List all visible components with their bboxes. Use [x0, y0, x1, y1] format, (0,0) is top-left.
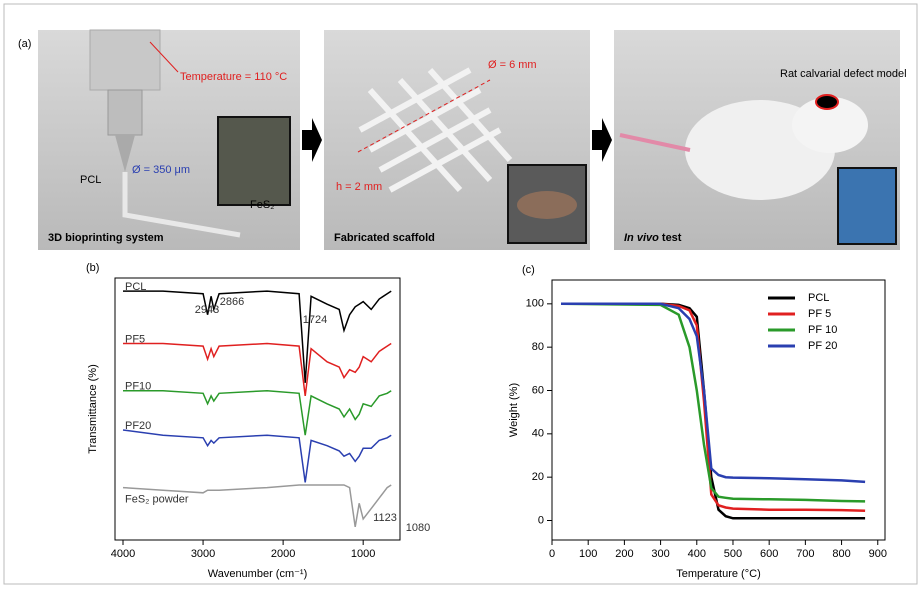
x-tick-label: 600: [760, 548, 778, 560]
plot-frame: [114, 277, 401, 541]
rat-tail: [619, 133, 691, 152]
legend-label: PCL: [808, 292, 829, 304]
x-tick-label: 500: [724, 548, 742, 560]
frame: [3, 3, 918, 585]
x-tick-label: 0: [549, 548, 555, 560]
series-label: PF10: [125, 381, 151, 393]
caption: 3D bioprinting system: [48, 232, 164, 244]
annotation: 1724: [303, 314, 327, 326]
series-line: [123, 389, 392, 436]
panel-label: (a): [18, 38, 31, 50]
defect: [815, 94, 839, 110]
y-axis-title: Weight (%): [508, 383, 520, 437]
x-tick-label: 900: [869, 548, 887, 560]
series-line: [561, 302, 866, 520]
series-label: PCL: [125, 281, 146, 293]
x-tick-label: 1000: [351, 548, 375, 560]
arrow: [302, 118, 322, 162]
x-tick-label: 800: [832, 548, 850, 560]
filament: [122, 172, 241, 238]
y-tick-label: 20: [532, 471, 544, 483]
nozzle: [107, 89, 143, 136]
legend-label: PF 10: [808, 324, 837, 336]
pointer: [149, 41, 179, 73]
diameter-label: Ø = 350 μm: [132, 164, 190, 176]
height-label: h = 2 mm: [336, 181, 382, 193]
panel-label: (c): [522, 264, 535, 276]
x-tick-label: 2000: [271, 548, 295, 560]
inset-fes2: [217, 116, 291, 206]
caption-rest: test: [662, 232, 682, 244]
panel-label: (b): [86, 262, 99, 274]
y-tick-label: 100: [526, 298, 544, 310]
model-label: Rat calvarial defect model: [780, 68, 907, 80]
x-tick-label: 3000: [191, 548, 215, 560]
series-line: [122, 484, 392, 528]
inset-rat: [837, 167, 897, 245]
annotation: 2866: [220, 296, 244, 308]
y-tick-label: 60: [532, 384, 544, 396]
fes2-label: FeS₂: [250, 199, 274, 211]
x-tick-label: 100: [579, 548, 597, 560]
plot-frame: [551, 279, 886, 541]
scaffold-grid: [358, 67, 513, 193]
series-line: [561, 302, 866, 484]
series-line: [123, 342, 392, 396]
series-label: FeS₂ powder: [125, 494, 189, 506]
x-tick-label: 700: [796, 548, 814, 560]
scaffold-photo: [517, 191, 577, 219]
series-line: [561, 302, 866, 513]
temperature-label: Temperature = 110 °C: [180, 71, 287, 83]
caption-italic: In vivo: [624, 232, 659, 244]
y-tick-label: 0: [538, 514, 544, 526]
x-tick-label: 400: [688, 548, 706, 560]
series-label: PF20: [125, 420, 151, 432]
rat-head: [792, 97, 868, 153]
annotation: 1080: [406, 522, 430, 534]
nozzle-tip: [115, 135, 135, 172]
series-line: [122, 429, 392, 483]
legend-label: PF 5: [808, 308, 831, 320]
series-label: PF5: [125, 333, 145, 345]
arrow: [592, 118, 612, 162]
caption: Fabricated scaffold: [334, 232, 435, 244]
annotation: 2943: [195, 304, 219, 316]
x-tick-label: 200: [615, 548, 633, 560]
x-tick-label: 300: [651, 548, 669, 560]
x-axis-title: Wavenumber (cm⁻¹): [208, 568, 308, 580]
legend-label: PF 20: [808, 340, 837, 352]
y-tick-label: 80: [532, 341, 544, 353]
y-tick-label: 40: [532, 428, 544, 440]
printer-head: [89, 29, 161, 91]
x-tick-label: 4000: [111, 548, 135, 560]
x-axis-title: Temperature (°C): [676, 568, 760, 580]
annotation: 1123: [373, 512, 397, 524]
pcl-label: PCL: [80, 174, 101, 186]
caption: In vivo test: [624, 232, 682, 244]
series-line: [560, 302, 866, 503]
series-line: [123, 290, 392, 383]
y-axis-title: Transmittance (%): [87, 364, 99, 453]
diameter-label: Ø = 6 mm: [488, 59, 537, 71]
